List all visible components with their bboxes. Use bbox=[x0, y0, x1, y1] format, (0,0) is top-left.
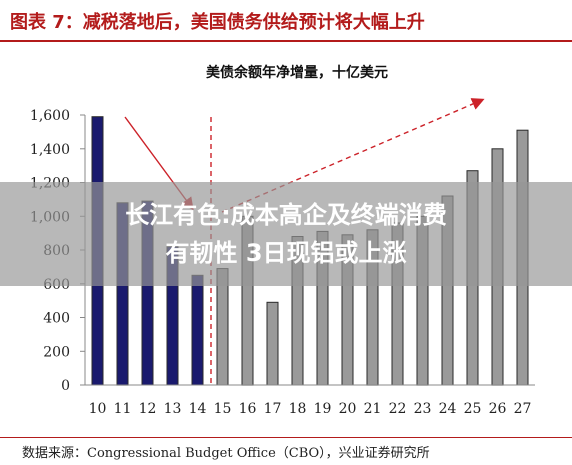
overlay-line-1: 长江有色:成本高企及终端消费 bbox=[125, 201, 447, 229]
x-tick-label: 26 bbox=[489, 401, 507, 417]
y-tick-label: 400 bbox=[43, 311, 70, 327]
x-tick-label: 20 bbox=[339, 401, 357, 417]
x-tick-label: 12 bbox=[139, 401, 157, 417]
x-tick-label: 21 bbox=[364, 401, 382, 417]
x-tick-label: 27 bbox=[514, 401, 532, 417]
x-tick-label: 14 bbox=[189, 401, 207, 417]
x-tick-label: 13 bbox=[164, 401, 182, 417]
x-tick-label: 22 bbox=[389, 401, 407, 417]
x-tick-label: 10 bbox=[89, 401, 107, 417]
y-tick-label: 1,400 bbox=[30, 142, 70, 158]
x-tick-label: 15 bbox=[214, 401, 232, 417]
bar-17 bbox=[266, 301, 279, 386]
bar-14 bbox=[191, 274, 204, 386]
x-tick-label: 19 bbox=[314, 401, 332, 417]
x-tick-label: 25 bbox=[464, 401, 482, 417]
y-tick-label: 1,600 bbox=[30, 108, 70, 124]
chart-title: 美债余额年净增量，十亿美元 bbox=[206, 64, 388, 81]
y-tick-label: 200 bbox=[43, 344, 70, 360]
x-tick-label: 24 bbox=[439, 401, 457, 417]
x-tick-label: 16 bbox=[239, 401, 257, 417]
x-tick-label: 17 bbox=[264, 401, 282, 417]
x-tick-label: 23 bbox=[414, 401, 432, 417]
overlay-banner bbox=[0, 182, 572, 286]
x-tick-label: 11 bbox=[114, 401, 132, 417]
overlay-line-2: 有韧性 3日现铝或上涨 bbox=[165, 239, 407, 267]
overlay-text: 长江有色:成本高企及终端消费 有韧性 3日现铝或上涨 bbox=[0, 196, 572, 272]
footer-divider bbox=[0, 437, 572, 438]
y-tick-label: 0 bbox=[61, 378, 70, 394]
figure-title: 图表 7：减税落地后，美国债务供给预计将大幅上升 bbox=[10, 12, 425, 33]
header: 图表 7：减税落地后，美国债务供给预计将大幅上升 bbox=[0, 0, 572, 42]
source-note: 数据来源：Congressional Budget Office（CBO），兴业… bbox=[22, 446, 430, 461]
bar-15 bbox=[216, 268, 229, 386]
x-tick-label: 18 bbox=[289, 401, 307, 417]
